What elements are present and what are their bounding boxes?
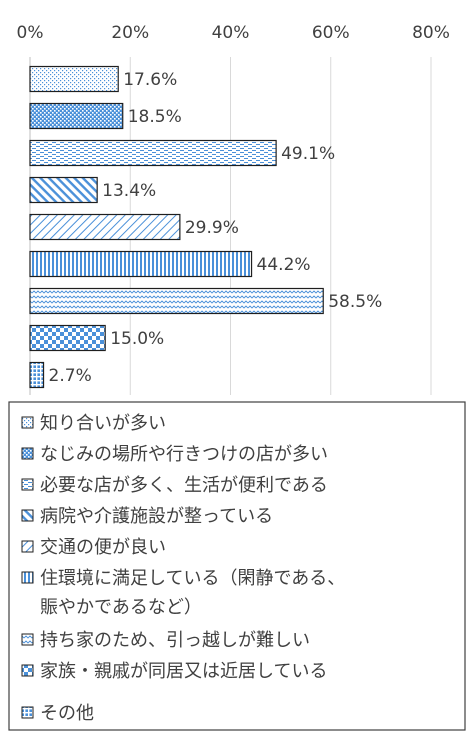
legend-swatch (21, 571, 34, 584)
legend-swatch (21, 447, 34, 460)
data-label: 18.5% (128, 107, 182, 127)
legend-swatch (21, 509, 34, 522)
legend-label: 交通の便が良い (40, 537, 166, 558)
x-tick-label: 0% (17, 23, 44, 43)
bar (29, 102, 124, 130)
data-label: 13.4% (102, 181, 156, 201)
bar (29, 176, 98, 204)
legend-label: 必要な店が多く、生活が便利である (40, 475, 328, 496)
legend-swatch (21, 664, 34, 677)
x-tick-label: 80% (412, 23, 450, 43)
data-label: 44.2% (257, 255, 311, 275)
bar (29, 65, 119, 93)
data-labels: 17.6% 18.5% 49.1% 13.4% 29.9% 44.2% 58.5% 15.0%… (49, 70, 383, 386)
bar (29, 324, 106, 352)
data-label: 17.6% (123, 70, 177, 90)
x-axis-ticks: 0% 20% 40% 60% 80% (17, 23, 450, 43)
legend-box (8, 401, 466, 731)
data-label: 2.7% (49, 366, 92, 386)
bar (29, 250, 253, 278)
legend-label: 持ち家のため、引っ越しが難しい (40, 630, 310, 651)
legend-swatch (21, 416, 34, 429)
legend-label: 住環境に満足している（閑静である、 (40, 568, 345, 589)
x-tick-label: 60% (312, 23, 350, 43)
x-tick-label: 20% (111, 23, 149, 43)
bar (29, 287, 324, 315)
data-label: 49.1% (281, 144, 335, 164)
legend-label: 知り合いが多い (40, 413, 166, 434)
legend-label: その他 (40, 703, 94, 724)
legend-label: 病院や介護施設が整っている (40, 506, 273, 527)
bar (29, 361, 45, 389)
bars (29, 65, 324, 389)
bar (29, 139, 277, 167)
legend-swatch (21, 478, 34, 491)
data-label: 15.0% (110, 329, 164, 349)
data-label: 29.9% (185, 218, 239, 238)
bar (29, 213, 181, 241)
legend: 知り合いが多いなじみの場所や行きつけの店が多い必要な店が多く、生活が便利である病… (8, 401, 466, 731)
x-tick-label: 40% (212, 23, 250, 43)
legend-swatch (21, 633, 34, 646)
legend-label: 賑やかであるなど） (40, 597, 202, 618)
legend-swatch (21, 706, 34, 719)
data-label: 58.5% (328, 292, 382, 312)
legend-swatch (21, 540, 34, 553)
legend-label: 家族・親戚が同居又は近居している (40, 661, 327, 682)
legend-label: なじみの場所や行きつけの店が多い (40, 444, 328, 465)
